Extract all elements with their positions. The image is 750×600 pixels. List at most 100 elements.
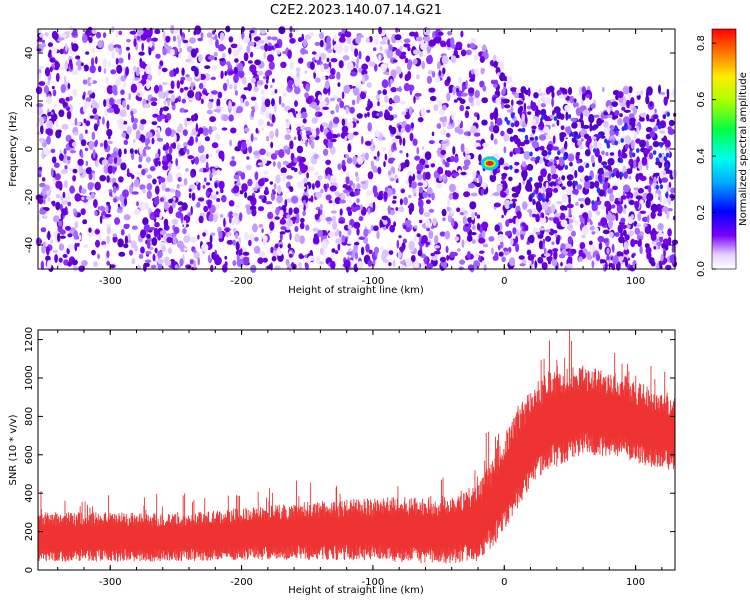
spectrogram-dot bbox=[214, 34, 218, 40]
spectrogram-dot bbox=[495, 97, 502, 105]
spectrogram-dot bbox=[43, 147, 51, 156]
spectrogram-dot bbox=[50, 167, 54, 177]
spectrogram-dot bbox=[103, 99, 107, 107]
spectrogram-dot bbox=[60, 169, 68, 175]
spectrogram-dot bbox=[103, 68, 107, 74]
spectrogram-dot bbox=[118, 67, 123, 71]
spectrogram-dot bbox=[365, 179, 369, 186]
spectrogram-dot bbox=[94, 229, 101, 235]
spectrogram-dot bbox=[460, 143, 465, 153]
spectrogram-dot bbox=[661, 177, 669, 183]
spectrogram-dot bbox=[440, 149, 447, 156]
spectrogram-dot bbox=[177, 143, 181, 151]
spectrogram-dot bbox=[150, 97, 158, 102]
spectrogram-dot bbox=[456, 97, 463, 101]
spectrogram-dot bbox=[294, 226, 299, 232]
spectrogram-dot bbox=[347, 224, 352, 230]
spectrogram-dot bbox=[318, 32, 325, 39]
spectrogram-dot bbox=[476, 214, 481, 219]
spectrogram-dot bbox=[65, 96, 71, 102]
spectrogram-dot bbox=[660, 253, 664, 262]
spectrogram-dot bbox=[520, 234, 525, 240]
spectrogram-dot bbox=[383, 191, 388, 200]
spectrogram-dot bbox=[399, 100, 406, 105]
spectrogram-dot bbox=[254, 171, 259, 181]
spectrogram-dot bbox=[544, 253, 551, 257]
spectrogram-dot bbox=[492, 255, 499, 261]
spectrogram-dot bbox=[128, 93, 131, 101]
spectrogram-dot bbox=[433, 250, 441, 255]
spectrogram-dot bbox=[159, 211, 163, 220]
spectrogram-dot bbox=[470, 68, 475, 75]
spectrogram-dot bbox=[399, 198, 403, 206]
spectrogram-dot bbox=[102, 32, 107, 38]
spectrogram-dot bbox=[576, 184, 583, 190]
spectrogram-dot bbox=[111, 104, 119, 109]
spectrogram-dot bbox=[235, 232, 239, 240]
spectrogram-dot bbox=[261, 228, 264, 234]
spectrogram-dot bbox=[73, 230, 79, 240]
spectrogram-dot bbox=[246, 156, 250, 160]
spectrogram-dot bbox=[588, 240, 593, 246]
spectrogram-dot bbox=[130, 152, 135, 160]
spectrogram-dot bbox=[138, 201, 146, 211]
spectrogram-dot bbox=[603, 126, 611, 136]
spectrogram-dot bbox=[146, 183, 153, 191]
spectrogram-dot bbox=[650, 121, 655, 126]
spectrogram-dot bbox=[228, 47, 232, 55]
colorbar-tick-label: 0.0 bbox=[696, 261, 707, 277]
spectrogram-dot bbox=[553, 188, 559, 193]
spectrogram-dot bbox=[400, 260, 404, 265]
spectrogram-dot bbox=[414, 225, 418, 229]
spectrogram-dot bbox=[177, 177, 182, 182]
spectrogram-dot bbox=[591, 231, 596, 235]
spectrogram-dot bbox=[85, 120, 91, 127]
spectrogram-dot bbox=[89, 115, 95, 119]
spectrogram-dot bbox=[456, 189, 459, 194]
spectrogram-dot bbox=[331, 210, 337, 214]
spectrogram-dot bbox=[120, 89, 125, 95]
spectrogram-dot bbox=[271, 98, 275, 107]
spectrogram-dot bbox=[465, 79, 468, 90]
spectrogram-dot bbox=[219, 58, 226, 62]
spectrogram-dot bbox=[94, 140, 98, 148]
spectrogram-dot bbox=[514, 168, 518, 174]
spectrogram-dot bbox=[607, 158, 615, 166]
spectrogram-dot bbox=[109, 166, 113, 171]
spectrogram-dot bbox=[294, 233, 301, 243]
spectrogram-dot bbox=[317, 94, 323, 101]
spectrogram-dot bbox=[146, 239, 151, 249]
spectrogram-dot bbox=[270, 141, 274, 149]
spectrogram-dot bbox=[274, 103, 277, 113]
spectrogram-dot bbox=[544, 97, 551, 106]
spectrogram-dot bbox=[298, 57, 304, 64]
spectrogram-dot bbox=[171, 101, 175, 106]
spectrogram-dot bbox=[441, 208, 447, 217]
spectrogram-dot bbox=[407, 70, 412, 80]
spectrogram-dot bbox=[574, 221, 579, 226]
spectrogram-dot bbox=[500, 130, 505, 137]
spectrogram-dot bbox=[74, 117, 78, 126]
spectrogram-dot bbox=[51, 156, 57, 164]
spectrogram-dot bbox=[138, 254, 144, 259]
spectrogram-dot bbox=[473, 132, 481, 137]
spectrogram-dot bbox=[166, 236, 173, 244]
spectrogram-dot bbox=[667, 228, 672, 237]
spectrogram-dot bbox=[311, 51, 317, 55]
spectrogram-dot bbox=[409, 86, 413, 96]
spectrogram-dot bbox=[41, 244, 46, 254]
spectrogram-dot bbox=[148, 227, 156, 231]
spectrogram-dot bbox=[393, 95, 401, 104]
spectrogram-dot bbox=[398, 235, 402, 239]
spectrogram-dot bbox=[245, 165, 251, 170]
spectrogram-dot bbox=[323, 87, 328, 95]
spectrogram-dot bbox=[264, 186, 269, 194]
spectrogram-dot bbox=[288, 207, 293, 216]
spectrogram-dot bbox=[347, 132, 354, 140]
spectrogram-dot bbox=[206, 32, 213, 38]
spectrogram-dot bbox=[538, 126, 541, 130]
spectrogram-dot bbox=[158, 160, 161, 167]
spectrogram-dot bbox=[442, 217, 446, 221]
spectrogram-dot bbox=[131, 225, 138, 230]
spectrogram-dot bbox=[211, 191, 216, 196]
